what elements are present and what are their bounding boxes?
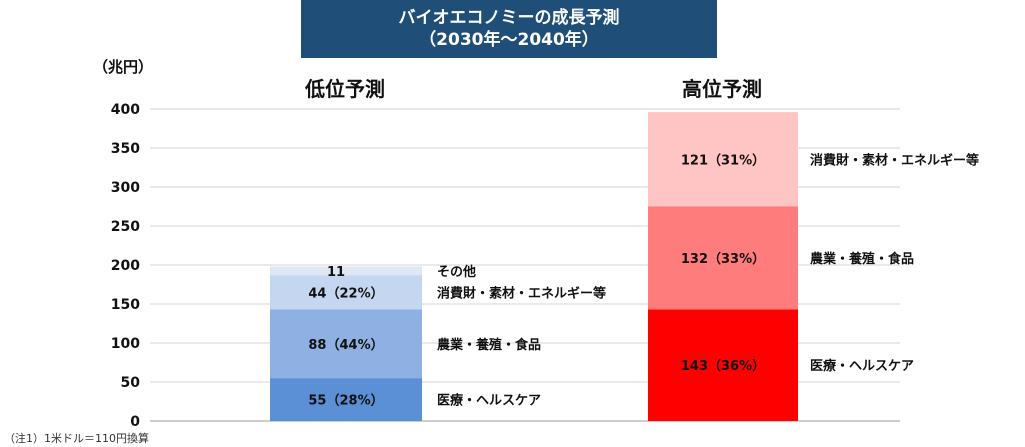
data-label: 143（36%） bbox=[681, 358, 765, 374]
series-label: 消費財・素材・エネルギー等 bbox=[810, 152, 979, 168]
data-label: 55（28%） bbox=[308, 393, 383, 409]
bar-segment bbox=[648, 206, 798, 310]
bar-segment bbox=[270, 309, 422, 379]
series-label: その他 bbox=[437, 264, 476, 280]
y-tick-label: 100 bbox=[111, 336, 140, 352]
y-tick-label: 250 bbox=[111, 219, 140, 235]
data-label: 44（22%） bbox=[308, 285, 383, 301]
bar-segment bbox=[648, 112, 798, 207]
data-label: 121（31%） bbox=[681, 152, 765, 168]
series-label: 医療・ヘルスケア bbox=[810, 358, 914, 374]
footnote: （注1）1米ドル＝110円換算 bbox=[4, 432, 149, 445]
chart-subtitle: （2030年～2040年） bbox=[419, 30, 599, 50]
y-tick-label: 400 bbox=[111, 102, 140, 118]
category-label: 高位予測 bbox=[682, 77, 762, 101]
data-label: 88（44%） bbox=[308, 337, 383, 353]
series-label: 農業・養殖・食品 bbox=[810, 251, 914, 267]
y-tick-label: 200 bbox=[111, 258, 140, 274]
y-axis-label: （兆円） bbox=[93, 58, 153, 76]
chart-title: バイオエコノミーの成長予測 bbox=[398, 8, 620, 28]
category-label: 低位予測 bbox=[304, 77, 385, 101]
series-label: 消費財・素材・エネルギー等 bbox=[437, 285, 606, 301]
series-label: 医療・ヘルスケア bbox=[437, 393, 541, 409]
series-label: 農業・養殖・食品 bbox=[437, 337, 541, 353]
y-tick-label: 350 bbox=[111, 141, 140, 157]
y-tick-label: 150 bbox=[111, 297, 140, 313]
data-label: 132（33%） bbox=[681, 251, 765, 267]
data-label: 11 bbox=[327, 265, 345, 280]
chart-title-box: バイオエコノミーの成長予測 （2030年～2040年） bbox=[301, 0, 717, 58]
y-tick-label: 300 bbox=[111, 180, 140, 196]
y-tick-label: 0 bbox=[130, 414, 140, 430]
bar-segment bbox=[270, 275, 422, 310]
y-tick-label: 50 bbox=[121, 375, 141, 391]
bar-segment bbox=[270, 266, 422, 276]
bar-segment bbox=[270, 378, 422, 421]
bar-segment bbox=[648, 309, 798, 421]
